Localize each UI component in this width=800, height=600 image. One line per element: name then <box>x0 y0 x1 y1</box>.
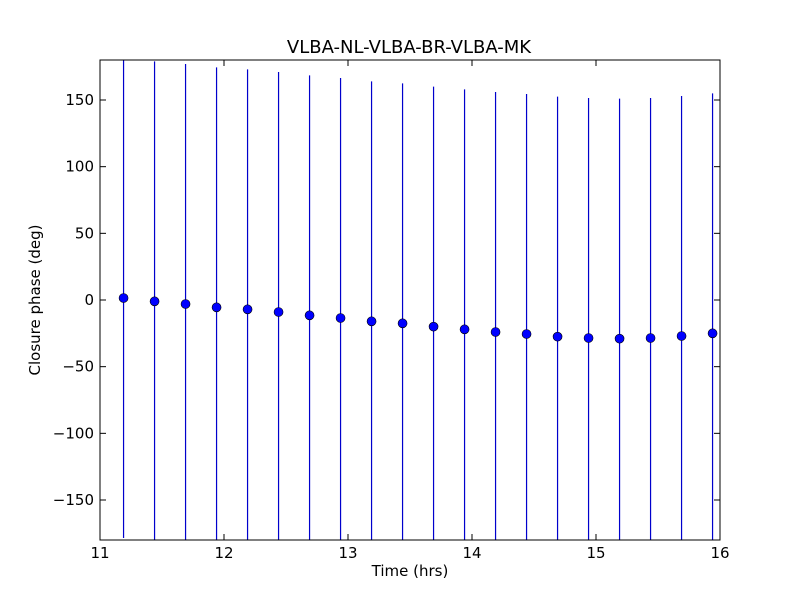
y-tick-label: 50 <box>75 224 94 242</box>
data-point <box>583 333 594 343</box>
x-axis-ticks: 11 12 13 14 15 16 <box>90 60 730 562</box>
y-tick-label: 150 <box>65 91 94 109</box>
y-axis-label: Closure phase (deg) <box>26 225 44 376</box>
data-point <box>676 331 687 341</box>
y-axis-ticks: −150 −100 −50 0 50 100 150 <box>53 91 720 509</box>
y-tick-label: −100 <box>53 424 94 442</box>
data-point <box>459 324 470 335</box>
x-tick-label: 11 <box>90 544 109 562</box>
x-tick-label: 12 <box>214 544 233 562</box>
plot-area-frame <box>99 59 721 541</box>
x-tick-label: 15 <box>586 544 605 562</box>
data-point <box>521 329 532 339</box>
data-point <box>273 307 284 317</box>
data-point <box>366 316 377 327</box>
x-tick-label: 14 <box>462 544 481 562</box>
chart-title: VLBA-NL-VLBA-BR-VLBA-MK <box>287 37 532 58</box>
data-point <box>707 328 718 339</box>
y-tick-label: 100 <box>65 158 94 176</box>
data-point <box>397 318 408 329</box>
x-tick-label: 13 <box>338 544 357 562</box>
data-point <box>552 331 563 342</box>
data-point <box>614 333 625 344</box>
data-point <box>645 333 656 343</box>
x-tick-label: 16 <box>710 544 729 562</box>
data-point <box>490 327 501 337</box>
data-point <box>118 293 129 303</box>
data-point <box>428 321 439 332</box>
data-point <box>180 299 191 309</box>
data-point <box>335 313 346 323</box>
data-point <box>211 302 222 313</box>
y-tick-label: −50 <box>62 358 94 376</box>
errorbar-layer <box>122 60 714 540</box>
data-point <box>149 296 160 307</box>
y-tick-label: 0 <box>84 291 94 309</box>
data-point <box>242 304 253 315</box>
x-axis-label: Time (hrs) <box>371 562 449 580</box>
data-point <box>304 310 315 321</box>
y-tick-label: −150 <box>53 491 94 509</box>
data-point-layer <box>118 293 718 344</box>
